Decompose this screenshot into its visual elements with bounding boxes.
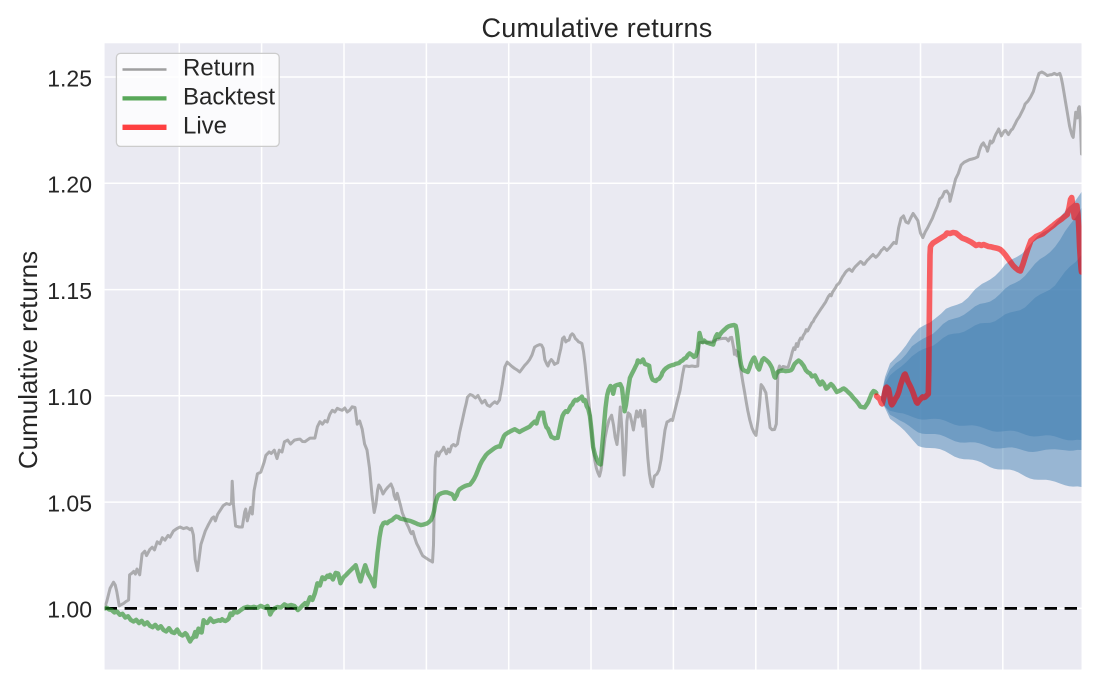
svg-text:Live: Live bbox=[183, 112, 227, 139]
svg-text:1.10: 1.10 bbox=[47, 384, 92, 410]
svg-text:1.00: 1.00 bbox=[47, 597, 92, 623]
svg-text:1.20: 1.20 bbox=[47, 172, 92, 198]
svg-text:Backtest: Backtest bbox=[183, 83, 275, 110]
svg-text:1.05: 1.05 bbox=[47, 490, 92, 516]
svg-text:Cumulative returns: Cumulative returns bbox=[13, 251, 43, 469]
svg-text:Return: Return bbox=[183, 55, 255, 82]
svg-text:1.15: 1.15 bbox=[47, 278, 92, 304]
svg-text:1.25: 1.25 bbox=[47, 65, 92, 91]
svg-text:Cumulative returns: Cumulative returns bbox=[481, 13, 712, 43]
